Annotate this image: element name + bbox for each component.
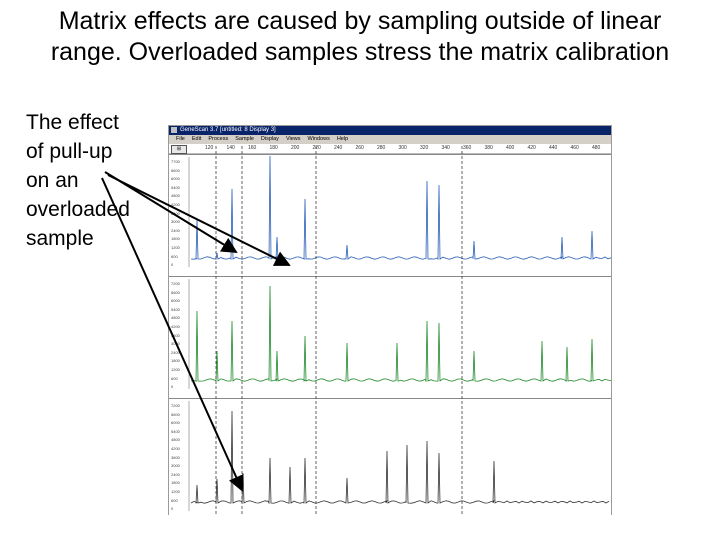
ruler-tick: 200	[291, 145, 300, 151]
signal-trace	[188, 279, 612, 389]
electropherogram-panel-green[interactable]: 7200 6600 6000 5400 4800 4200 3600 3000 2400 1800…	[169, 276, 612, 395]
app-icon	[171, 127, 177, 133]
caption-line: on an	[26, 169, 79, 192]
ruler-tick: 320	[420, 145, 429, 151]
caption-line: of pull-up	[26, 140, 113, 163]
menu-item-windows[interactable]: Windows	[307, 136, 330, 142]
caption: The effect of pull-up on an overloaded s…	[26, 108, 166, 253]
ruler-tick: 140	[226, 145, 235, 151]
menu-item-views[interactable]: Views	[285, 136, 301, 142]
signal-trace	[188, 155, 612, 267]
ruler-tick: 420	[527, 145, 536, 151]
ruler-tick: 240	[334, 145, 343, 151]
y-axis-label: 600	[171, 497, 178, 503]
electropherogram-panel-blue[interactable]: 7700 6600 6000 5400 4800 4200 3600 3000 2400 1800…	[169, 154, 612, 273]
ruler-tick: 220	[312, 145, 321, 151]
ruler-tick: 180	[269, 145, 278, 151]
caption-line: overloaded	[26, 198, 130, 221]
menu-item-help[interactable]: Help	[336, 136, 349, 142]
title-line-1: Matrix effects are caused by sampling ou…	[58, 7, 662, 35]
zoom-tool-button[interactable]: ⊞	[171, 145, 187, 154]
window-title: GeneScan 3.7 [untitled: 8 Display 3]	[180, 127, 276, 133]
menu-item-sample[interactable]: Sample	[235, 136, 254, 142]
ruler-tick: 460	[570, 145, 579, 151]
ruler-tick: 120	[205, 145, 214, 151]
caption-line: sample	[26, 227, 94, 250]
ruler-tick: 340	[441, 145, 450, 151]
signal-trace	[188, 401, 610, 511]
ruler-tick: 280	[377, 145, 386, 151]
menu-bar: File Edit Process Sample Display Views Windows…	[169, 135, 611, 144]
ruler-tick: 260	[355, 145, 364, 151]
ruler-tick: 300	[398, 145, 407, 151]
y-axis-label: 6600	[171, 167, 180, 173]
window-titlebar: GeneScan 3.7 [untitled: 8 Display 3]	[169, 126, 611, 135]
ruler-tick: 360	[463, 145, 472, 151]
ruler-tick: 480	[592, 145, 601, 151]
ruler-tick: 380	[484, 145, 493, 151]
electropherogram-panel-black[interactable]: 7200 6600 6000 5400 4800 4200 3600 3000 2400 1800…	[169, 398, 611, 517]
ruler-tick: 400	[506, 145, 515, 151]
y-axis-label: 7700	[171, 159, 180, 164]
size-ruler: ⊞ 120 140 160 180 200 220 240 260 280 300 320 340 36…	[169, 144, 611, 154]
y-axis-label: 0	[171, 506, 174, 512]
caption-line: The effect	[26, 111, 120, 134]
menu-item-process[interactable]: Process	[208, 136, 229, 142]
ruler-tick: 440	[549, 145, 558, 151]
menu-item-edit[interactable]: Edit	[191, 136, 202, 142]
menu-item-display[interactable]: Display	[260, 136, 279, 142]
ruler-tick: 160	[248, 145, 257, 151]
title-line-2: range. Overloaded samples stress the mat…	[50, 38, 670, 66]
menu-item-file[interactable]: File	[176, 136, 185, 142]
y-axis-label: 1200	[171, 489, 180, 494]
genescan-window: GeneScan 3.7 [untitled: 8 Display 3] Fil…	[168, 125, 612, 517]
slide-title: Matrix effects are caused by sampling ou…	[0, 6, 720, 68]
